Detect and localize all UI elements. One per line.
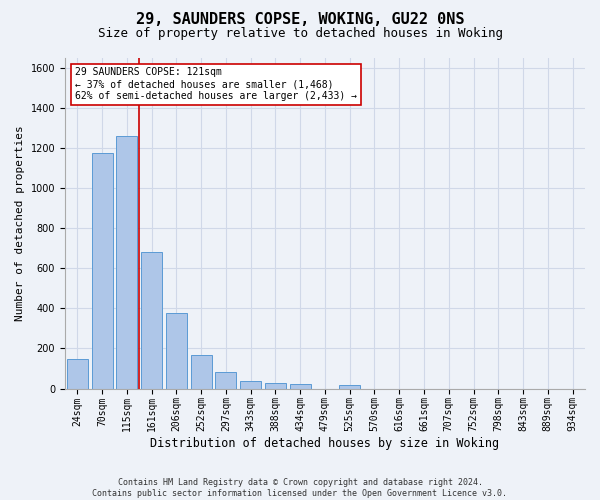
Bar	[67, 359, 88, 388]
Text: Size of property relative to detached houses in Woking: Size of property relative to detached ho…	[97, 28, 503, 40]
Text: 29 SAUNDERS COPSE: 121sqm
← 37% of detached houses are smaller (1,468)
62% of se: 29 SAUNDERS COPSE: 121sqm ← 37% of detac…	[76, 68, 358, 100]
Text: Contains HM Land Registry data © Crown copyright and database right 2024.
Contai: Contains HM Land Registry data © Crown c…	[92, 478, 508, 498]
Bar	[240, 381, 261, 388]
Bar	[215, 372, 236, 388]
Bar	[290, 384, 311, 388]
Bar	[191, 355, 212, 388]
X-axis label: Distribution of detached houses by size in Woking: Distribution of detached houses by size …	[151, 437, 500, 450]
Bar	[166, 314, 187, 388]
Bar	[116, 136, 137, 388]
Bar	[339, 385, 360, 388]
Text: 29, SAUNDERS COPSE, WOKING, GU22 0NS: 29, SAUNDERS COPSE, WOKING, GU22 0NS	[136, 12, 464, 28]
Bar	[92, 153, 113, 388]
Bar	[141, 252, 162, 388]
Y-axis label: Number of detached properties: Number of detached properties	[15, 125, 25, 321]
Bar	[265, 382, 286, 388]
